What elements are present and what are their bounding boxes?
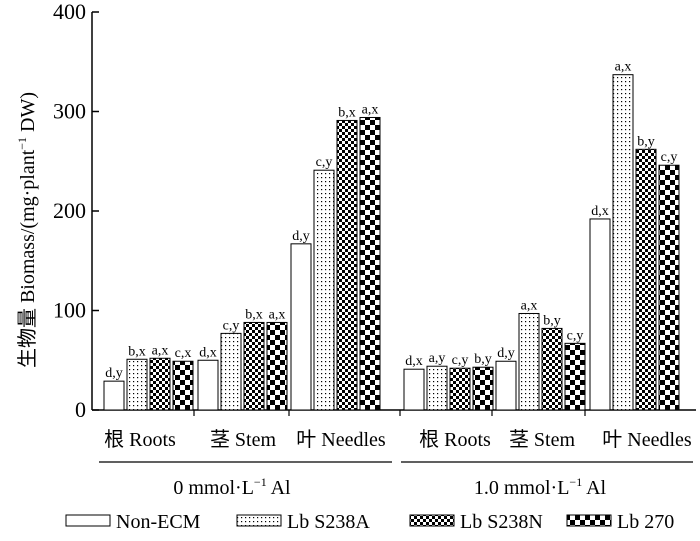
bar bbox=[290, 243, 312, 411]
bar bbox=[313, 169, 335, 411]
bar bbox=[149, 357, 171, 411]
legend-label: Lb S238N bbox=[460, 511, 543, 533]
bar-data-label: d,y bbox=[292, 229, 310, 244]
category-label: 根 Roots bbox=[104, 428, 176, 451]
bar-data-label: c,x bbox=[175, 346, 192, 361]
bar bbox=[243, 321, 265, 411]
bar-data-label: c,y bbox=[316, 155, 333, 170]
bar-data-label: a,x bbox=[269, 307, 286, 322]
legend-swatch bbox=[236, 514, 282, 527]
bar-data-label: b,x bbox=[338, 105, 356, 120]
bar-data-label: a,x bbox=[615, 60, 632, 75]
category-label: 根 Roots bbox=[419, 428, 491, 451]
bar bbox=[220, 332, 242, 411]
y-tick-label: 0 bbox=[75, 397, 86, 422]
bar bbox=[336, 119, 358, 411]
y-tick-label: 100 bbox=[53, 298, 86, 323]
bar-data-label: b,x bbox=[245, 307, 263, 322]
bar bbox=[589, 218, 611, 411]
bar bbox=[541, 327, 563, 411]
y-tick-label: 300 bbox=[53, 99, 86, 124]
bar-labels: d,y b,x a,x c,x d,x c,y b,x a,x d,y c,y b,x a,x d,x a… bbox=[105, 60, 677, 381]
category-label: 茎 Stem bbox=[509, 428, 576, 451]
bar-data-label: a,x bbox=[152, 343, 169, 358]
bar-data-label: b,y bbox=[474, 352, 492, 367]
legend-label: Non-ECM bbox=[116, 511, 201, 533]
bar bbox=[449, 367, 471, 411]
bar bbox=[126, 358, 148, 411]
y-ticks: 0 100 200 300 400 bbox=[53, 0, 99, 422]
group-label-0: 0 mmol·L−1 Al bbox=[173, 475, 291, 499]
bar bbox=[359, 116, 381, 411]
y-axis-label: 生物量 Biomass/(mg·plant−1 DW) bbox=[15, 92, 39, 368]
category-labels: 根 Roots 茎 Stem 叶 Needles 根 Roots 茎 Stem 叶 Nee… bbox=[104, 428, 692, 451]
bar bbox=[403, 368, 425, 411]
bar bbox=[472, 366, 494, 411]
bar-data-label: c,y bbox=[223, 318, 240, 333]
y-tick-label: 400 bbox=[53, 0, 86, 24]
bar bbox=[197, 359, 219, 411]
legend-label: Lb 270 bbox=[617, 511, 674, 533]
bar-data-label: d,x bbox=[591, 204, 609, 219]
bar-data-label: c,y bbox=[567, 328, 584, 343]
category-label: 叶 Needles bbox=[296, 428, 386, 451]
bar bbox=[103, 380, 125, 411]
bar-data-label: b,x bbox=[128, 344, 146, 359]
bar-data-label: d,y bbox=[497, 346, 515, 361]
bar-data-label: a,x bbox=[521, 298, 538, 313]
bar-data-label: d,y bbox=[105, 366, 123, 381]
bar-data-label: d,x bbox=[199, 345, 217, 360]
bar bbox=[266, 321, 288, 411]
y-tick-label: 200 bbox=[53, 198, 86, 223]
bar bbox=[635, 148, 657, 411]
bar bbox=[172, 360, 194, 411]
bar bbox=[518, 312, 540, 411]
bar-data-label: b,y bbox=[637, 134, 655, 149]
legend: Non-ECM Lb S238A Lb S238N Lb 270 bbox=[65, 511, 674, 533]
bar-data-label: b,y bbox=[543, 313, 561, 328]
bar bbox=[495, 360, 517, 411]
legend-swatch bbox=[65, 514, 111, 527]
bar-data-label: a,x bbox=[362, 102, 379, 117]
bar-data-label: d,x bbox=[405, 354, 423, 369]
bar-data-label: c,y bbox=[452, 353, 469, 368]
bar-data-label: c,y bbox=[661, 150, 678, 165]
category-label: 茎 Stem bbox=[210, 428, 277, 451]
bar bbox=[426, 365, 448, 411]
bar-data-label: a,y bbox=[429, 351, 446, 366]
legend-label: Lb S238A bbox=[287, 511, 370, 533]
group-label-1: 1.0 mmol·L−1 Al bbox=[474, 475, 607, 499]
category-label: 叶 Needles bbox=[602, 428, 692, 451]
bars bbox=[103, 74, 680, 416]
bar bbox=[564, 342, 586, 411]
bar bbox=[658, 164, 680, 411]
legend-swatch bbox=[566, 514, 612, 527]
bar bbox=[612, 74, 634, 411]
legend-swatch bbox=[409, 514, 455, 527]
